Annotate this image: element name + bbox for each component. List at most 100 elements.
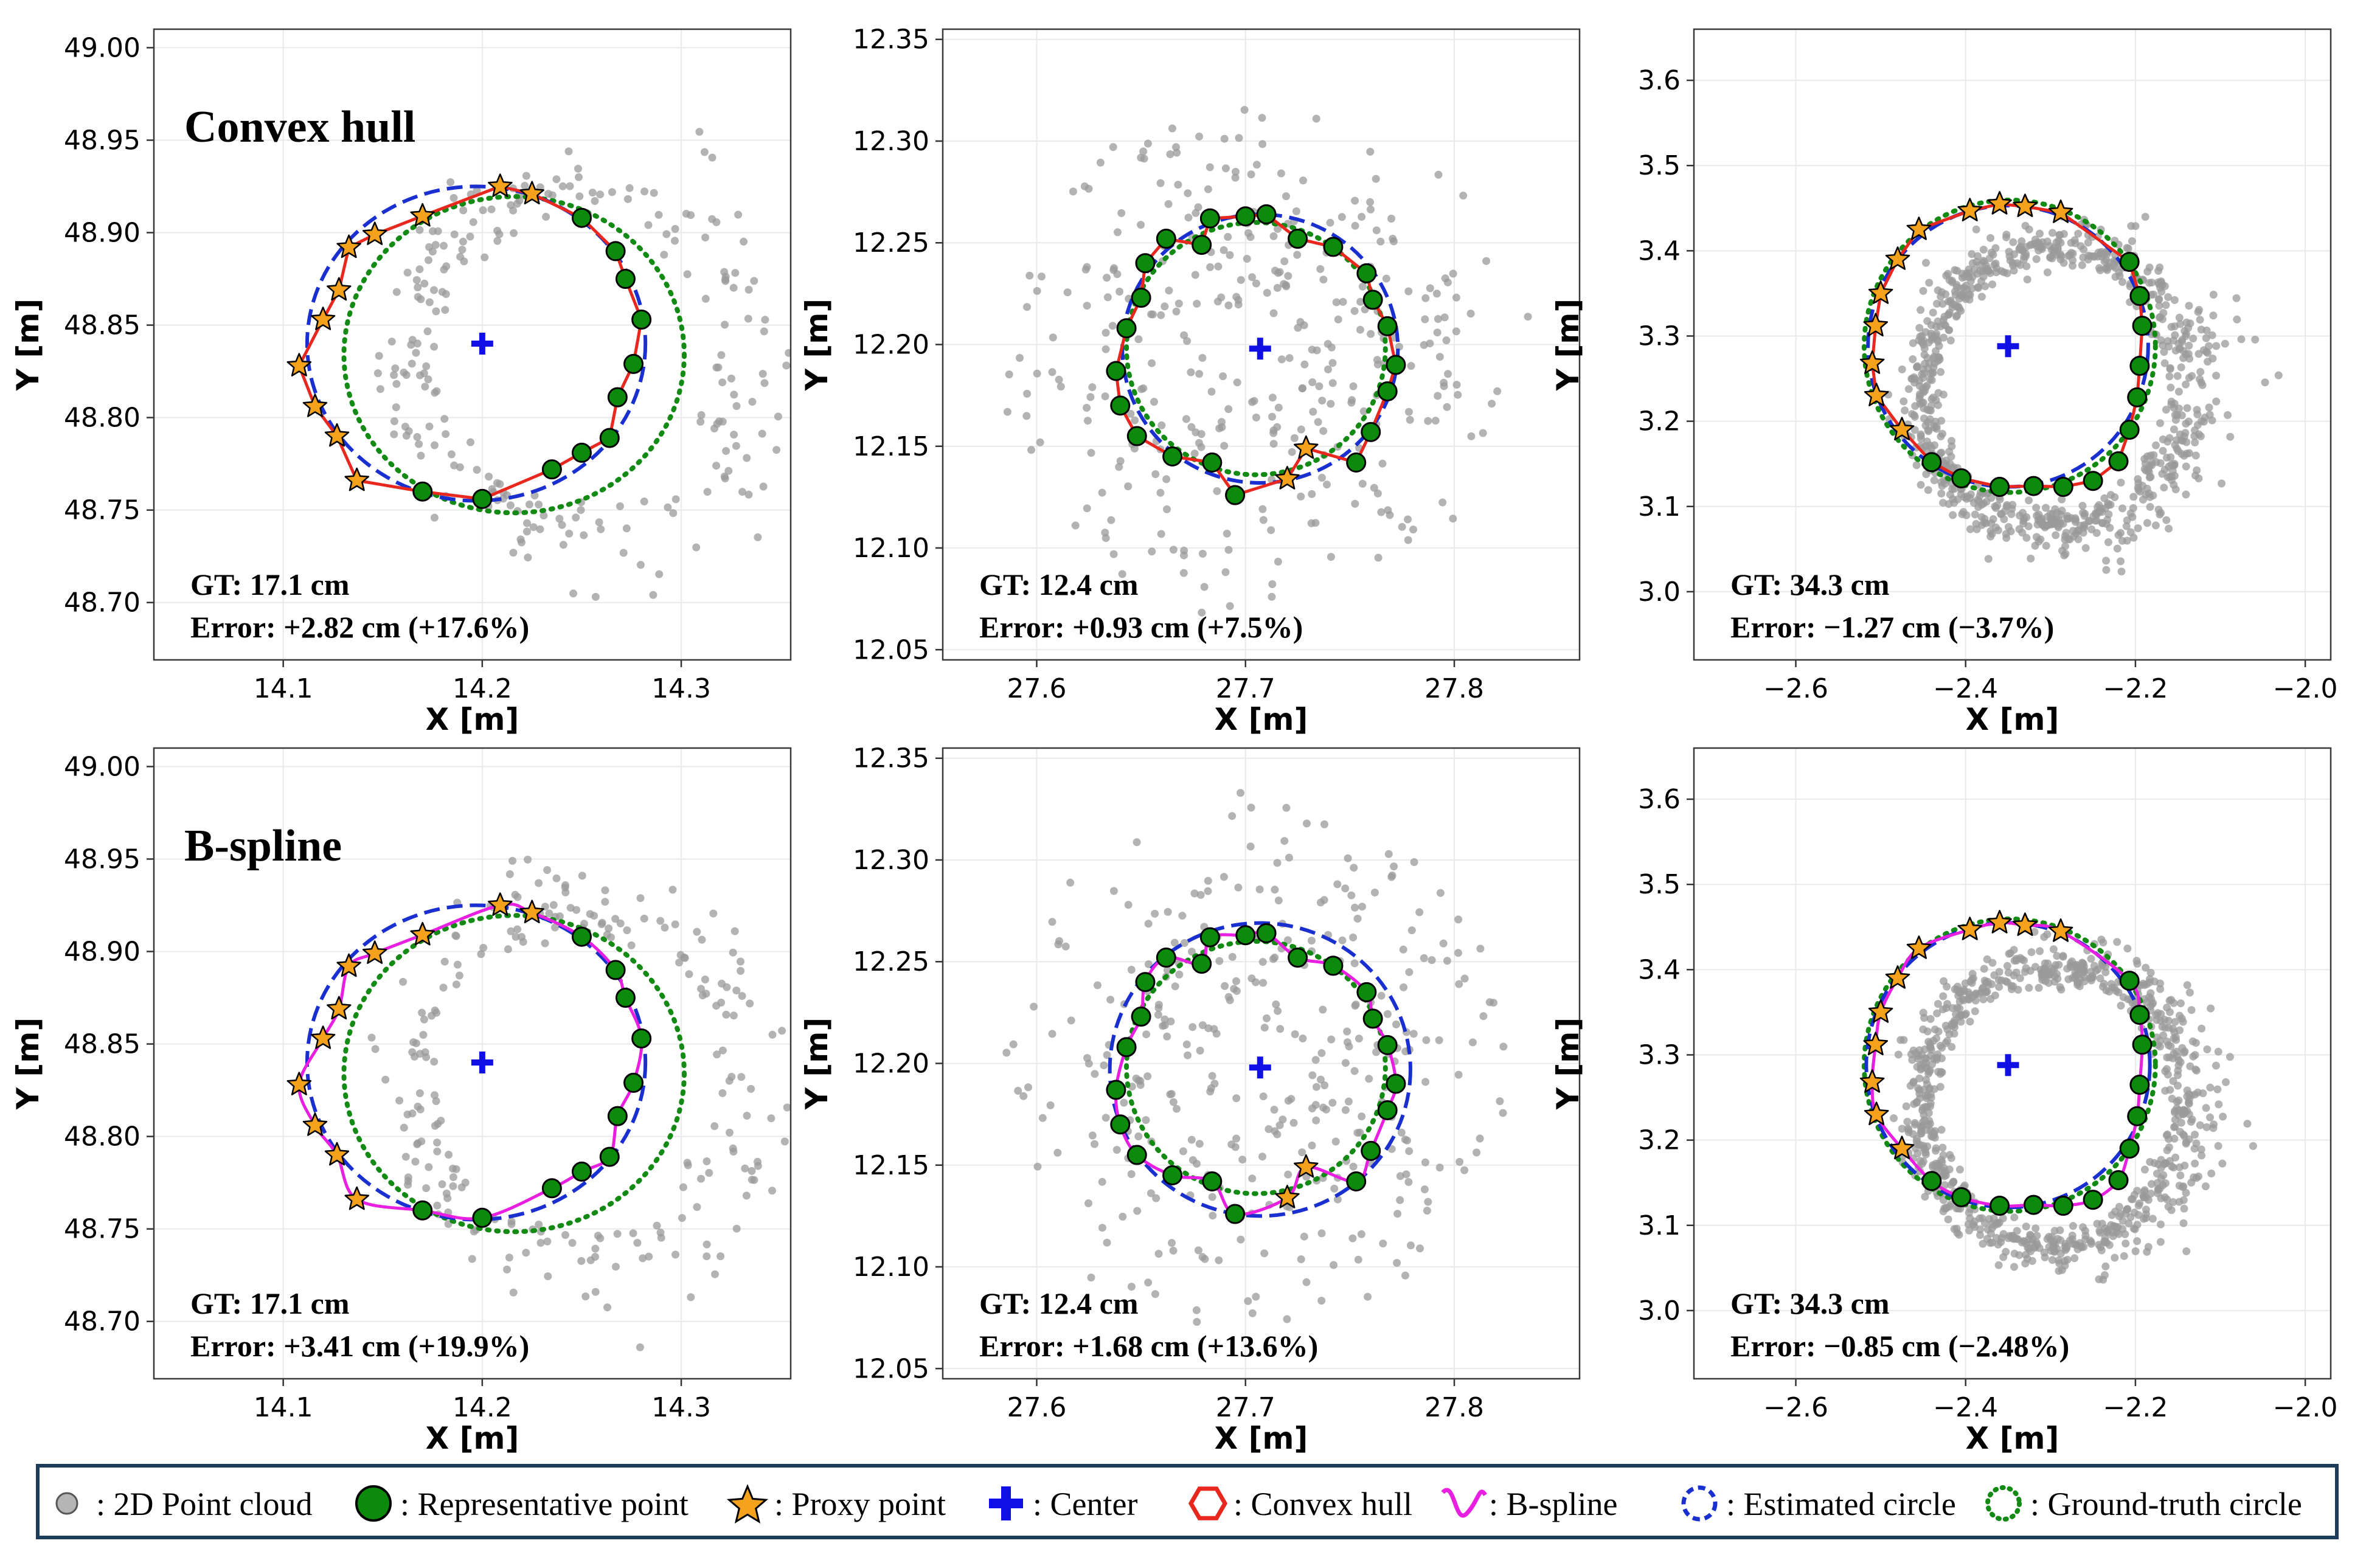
cloud-point (2180, 1106, 2188, 1114)
cloud-point (2080, 524, 2088, 532)
cloud-point (1921, 1193, 1929, 1201)
cloud-point (431, 1006, 439, 1014)
proxy-point (1987, 191, 2012, 215)
cloud-point (1206, 163, 1214, 172)
cloud-point (568, 1239, 577, 1247)
cloud-point (1923, 1126, 1931, 1134)
green-circle-icon (355, 1485, 392, 1522)
cloud-point (1955, 1230, 1963, 1239)
cloud-point (1944, 1215, 1952, 1224)
cloud-point (1143, 1072, 1152, 1081)
cloud-point (1909, 1130, 1917, 1139)
y-tick-label: 12.30 (853, 126, 929, 157)
cloud-point (2191, 438, 2199, 446)
cloud-point (1173, 148, 1181, 157)
cloud-point (644, 221, 653, 229)
cloud-point (2146, 493, 2154, 501)
x-tick-label: −2.0 (2273, 1392, 2338, 1423)
cloud-point (416, 371, 424, 380)
cloud-point (418, 1008, 426, 1017)
cloud-point (1192, 428, 1200, 437)
cloud-point (1094, 981, 1102, 990)
cloud-point (2046, 252, 2055, 261)
cloud-point (701, 234, 710, 241)
cloud-point (1436, 889, 1445, 897)
cloud-point (2111, 1253, 2119, 1262)
cloud-point (371, 1045, 380, 1053)
cloud-point (1231, 173, 1240, 182)
x-axis-label: X [m] (1215, 702, 1308, 737)
cloud-point (2123, 945, 2132, 953)
cloud-point (1920, 344, 1929, 353)
cloud-point (1098, 488, 1106, 497)
cloud-point (1265, 1125, 1273, 1133)
representative-point (1323, 237, 1344, 257)
proxy-point (286, 1072, 312, 1095)
representative-point (1192, 954, 1212, 974)
cloud-point (1944, 269, 1952, 278)
cloud-point (1955, 1165, 1964, 1174)
cloud-point (2218, 1159, 2227, 1168)
representative-point (571, 926, 592, 947)
cloud-point (1476, 1134, 1484, 1143)
cloud-point (731, 269, 740, 277)
cloud-point (1314, 418, 1322, 426)
cloud-point (1426, 284, 1434, 293)
cloud-point (1224, 546, 1233, 554)
cloud-point (459, 237, 467, 246)
cloud-point (1409, 1030, 1418, 1038)
y-tick-label: 48.95 (64, 844, 141, 875)
cloud-point (1297, 1255, 1305, 1263)
cloud-point (1274, 403, 1283, 412)
cloud-point (473, 466, 481, 474)
cloud-point (1139, 384, 1148, 392)
cloud-point (1424, 1198, 1432, 1206)
cloud-point (1426, 339, 1434, 348)
cloud-point (748, 1176, 756, 1184)
cloud-point (697, 411, 706, 419)
cloud-point (561, 1231, 569, 1239)
cloud-point (718, 1046, 727, 1055)
cloud-point (2133, 1237, 2142, 1246)
cloud-point (1351, 221, 1359, 230)
cloud-point (433, 1147, 442, 1156)
cloud-point (1922, 470, 1931, 479)
cloud-point (1157, 530, 1165, 538)
cloud-point (1341, 884, 1350, 893)
cloud-point (1154, 1000, 1163, 1009)
cloud-point (1995, 983, 2004, 991)
icon-shape (355, 1485, 392, 1522)
cloud-point (2190, 432, 2199, 440)
cloud-point (2021, 1260, 2030, 1267)
cloud-point (760, 327, 768, 336)
cloud-point (1209, 1211, 1217, 1220)
cloud-point (1258, 114, 1266, 122)
icon-shape (989, 1486, 1023, 1520)
cloud-point (2181, 429, 2190, 437)
cloud-point (1285, 354, 1294, 362)
cloud-point (544, 1272, 552, 1280)
cloud-point (595, 518, 603, 527)
error-annotation: Error: −0.85 cm (−2.48%) (1730, 1329, 2069, 1363)
cloud-point (1372, 175, 1380, 183)
cloud-point (2013, 1235, 2021, 1243)
cloud-point (2043, 1235, 2052, 1243)
cloud-point (726, 1128, 734, 1137)
cloud-point (1901, 406, 1909, 415)
cloud-point (2117, 479, 2125, 487)
cloud-point (636, 894, 645, 903)
plot-area (286, 855, 791, 1351)
cloud-point (2180, 1049, 2188, 1057)
cloud-point (2106, 491, 2115, 499)
cloud-point (2025, 983, 2033, 992)
cloud-point (1108, 322, 1117, 330)
cloud-point (2182, 490, 2190, 499)
cloud-point (423, 327, 432, 336)
cloud-point (1968, 259, 1977, 268)
cloud-point (559, 541, 567, 549)
cloud-point (1005, 370, 1013, 379)
cloud-point (1948, 485, 1957, 493)
error-annotation: Error: +2.82 cm (+17.6%) (190, 610, 529, 644)
cloud-point (2174, 1061, 2183, 1070)
cloud-point (743, 454, 751, 462)
